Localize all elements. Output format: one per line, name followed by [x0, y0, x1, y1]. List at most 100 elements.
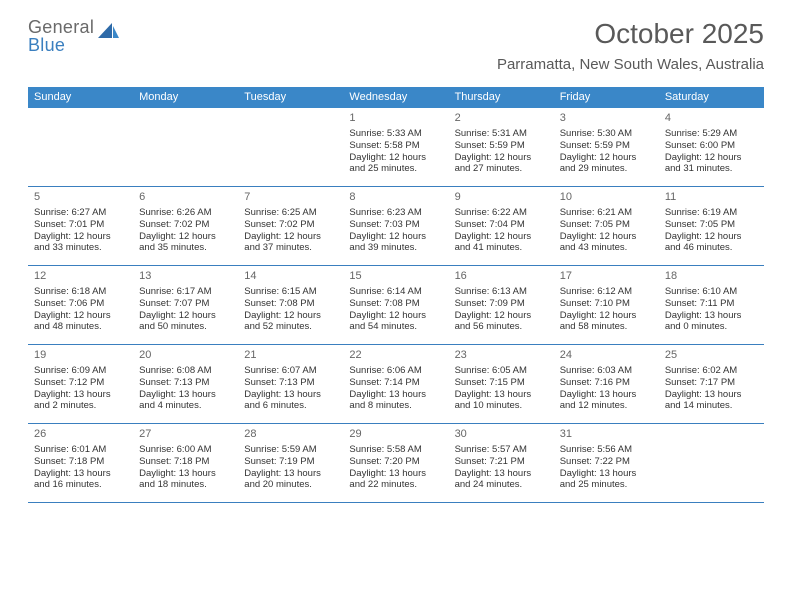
sunset-line: Sunset: 7:08 PM — [244, 298, 337, 310]
day-number: 8 — [349, 191, 442, 205]
day-cell: 11Sunrise: 6:19 AMSunset: 7:05 PMDayligh… — [659, 187, 764, 265]
weeks-container: 1Sunrise: 5:33 AMSunset: 5:58 PMDaylight… — [28, 108, 764, 503]
sunrise-line: Sunrise: 6:08 AM — [139, 365, 232, 377]
day-number: 17 — [560, 270, 653, 284]
sunset-line: Sunset: 7:21 PM — [455, 456, 548, 468]
sunset-line: Sunset: 7:06 PM — [34, 298, 127, 310]
day-number: 2 — [455, 112, 548, 126]
day-number: 9 — [455, 191, 548, 205]
day-number: 27 — [139, 428, 232, 442]
day-number: 10 — [560, 191, 653, 205]
day-number: 19 — [34, 349, 127, 363]
title-block: October 2025 Parramatta, New South Wales… — [497, 18, 764, 73]
day-number: 23 — [455, 349, 548, 363]
day-number: 21 — [244, 349, 337, 363]
sunrise-line: Sunrise: 6:00 AM — [139, 444, 232, 456]
sunset-line: Sunset: 7:18 PM — [139, 456, 232, 468]
day-cell: 23Sunrise: 6:05 AMSunset: 7:15 PMDayligh… — [449, 345, 554, 423]
sunset-line: Sunset: 7:22 PM — [560, 456, 653, 468]
daylight-line: Daylight: 13 hours and 16 minutes. — [34, 468, 127, 492]
day-cell — [28, 108, 133, 186]
brand-logo: General Blue — [28, 18, 120, 54]
page: General Blue October 2025 Parramatta, Ne… — [0, 0, 792, 612]
day-cell: 16Sunrise: 6:13 AMSunset: 7:09 PMDayligh… — [449, 266, 554, 344]
sunrise-line: Sunrise: 5:57 AM — [455, 444, 548, 456]
day-number: 6 — [139, 191, 232, 205]
sunrise-line: Sunrise: 5:31 AM — [455, 128, 548, 140]
daylight-line: Daylight: 12 hours and 52 minutes. — [244, 310, 337, 334]
day-cell — [238, 108, 343, 186]
daylight-line: Daylight: 13 hours and 25 minutes. — [560, 468, 653, 492]
daylight-line: Daylight: 13 hours and 14 minutes. — [665, 389, 758, 413]
sunrise-line: Sunrise: 6:10 AM — [665, 286, 758, 298]
day-cell: 13Sunrise: 6:17 AMSunset: 7:07 PMDayligh… — [133, 266, 238, 344]
daylight-line: Daylight: 12 hours and 54 minutes. — [349, 310, 442, 334]
sunset-line: Sunset: 7:07 PM — [139, 298, 232, 310]
brand-line1: General — [28, 18, 94, 36]
sunrise-line: Sunrise: 6:25 AM — [244, 207, 337, 219]
daylight-line: Daylight: 13 hours and 10 minutes. — [455, 389, 548, 413]
sunset-line: Sunset: 7:13 PM — [139, 377, 232, 389]
daylight-line: Daylight: 12 hours and 43 minutes. — [560, 231, 653, 255]
sunrise-line: Sunrise: 6:26 AM — [139, 207, 232, 219]
daylight-line: Daylight: 12 hours and 31 minutes. — [665, 152, 758, 176]
day-cell: 15Sunrise: 6:14 AMSunset: 7:08 PMDayligh… — [343, 266, 448, 344]
weekday-header: Monday — [133, 87, 238, 108]
day-number: 4 — [665, 112, 758, 126]
day-number: 3 — [560, 112, 653, 126]
daylight-line: Daylight: 13 hours and 0 minutes. — [665, 310, 758, 334]
sunrise-line: Sunrise: 6:27 AM — [34, 207, 127, 219]
sunset-line: Sunset: 6:00 PM — [665, 140, 758, 152]
weekday-header: Thursday — [449, 87, 554, 108]
daylight-line: Daylight: 12 hours and 58 minutes. — [560, 310, 653, 334]
week-row: 5 Sunrise: 6:27 AMSunset: 7:01 PM Daylight… — [28, 187, 764, 266]
sunset-line: Sunset: 7:12 PM — [34, 377, 127, 389]
day-number: 20 — [139, 349, 232, 363]
day-cell — [659, 424, 764, 502]
day-number: 7 — [244, 191, 337, 205]
day-number: 11 — [665, 191, 758, 205]
day-number: 12 — [34, 270, 127, 284]
day-number: 16 — [455, 270, 548, 284]
week-row: 19Sunrise: 6:09 AMSunset: 7:12 PMDayligh… — [28, 345, 764, 424]
day-cell: 1Sunrise: 5:33 AMSunset: 5:58 PMDaylight… — [343, 108, 448, 186]
day-cell: 28Sunrise: 5:59 AMSunset: 7:19 PMDayligh… — [238, 424, 343, 502]
sunset-line: Sunset: 7:15 PM — [455, 377, 548, 389]
daylight-line: Daylight: 13 hours and 20 minutes. — [244, 468, 337, 492]
sunset-line: Sunset: 7:01 PM — [34, 219, 127, 231]
sunset-line: Sunset: 7:14 PM — [349, 377, 442, 389]
sunset-line: Sunset: 7:11 PM — [665, 298, 758, 310]
sunrise-line: Sunrise: 5:56 AM — [560, 444, 653, 456]
day-cell: 26Sunrise: 6:01 AMSunset: 7:18 PMDayligh… — [28, 424, 133, 502]
header: General Blue October 2025 Parramatta, Ne… — [28, 18, 764, 73]
day-cell: 22Sunrise: 6:06 AMSunset: 7:14 PMDayligh… — [343, 345, 448, 423]
week-row: 12Sunrise: 6:18 AMSunset: 7:06 PMDayligh… — [28, 266, 764, 345]
brand-text: General Blue — [28, 18, 94, 54]
daylight-line: Daylight: 12 hours and 41 minutes. — [455, 231, 548, 255]
sunrise-line: Sunrise: 6:22 AM — [455, 207, 548, 219]
daylight-line: Daylight: 12 hours and 56 minutes. — [455, 310, 548, 334]
day-cell: 24Sunrise: 6:03 AMSunset: 7:16 PMDayligh… — [554, 345, 659, 423]
day-number: 28 — [244, 428, 337, 442]
daylight-line: Daylight: 12 hours and 35 minutes. — [139, 231, 232, 255]
daylight-line: Daylight: 12 hours and 29 minutes. — [560, 152, 653, 176]
day-cell: 7Sunrise: 6:25 AMSunset: 7:02 PMDaylight… — [238, 187, 343, 265]
day-cell: 4Sunrise: 5:29 AMSunset: 6:00 PMDaylight… — [659, 108, 764, 186]
day-number: 31 — [560, 428, 653, 442]
day-number: 5 — [34, 191, 127, 205]
day-number: 15 — [349, 270, 442, 284]
day-cell: 31 Sunrise: 5:56 AMSunset: 7:22 PMDayligh… — [554, 424, 659, 502]
sunset-line: Sunset: 5:58 PM — [349, 140, 442, 152]
sunset-line: Sunset: 7:18 PM — [34, 456, 127, 468]
sunset-line: Sunset: 5:59 PM — [560, 140, 653, 152]
month-title: October 2025 — [497, 18, 764, 50]
daylight-line: Daylight: 12 hours and 27 minutes. — [455, 152, 548, 176]
sunrise-line: Sunrise: 6:02 AM — [665, 365, 758, 377]
sunrise-line: Sunrise: 6:17 AM — [139, 286, 232, 298]
day-number: 25 — [665, 349, 758, 363]
day-cell: 17Sunrise: 6:12 AMSunset: 7:10 PMDayligh… — [554, 266, 659, 344]
day-cell: 18Sunrise: 6:10 AMSunset: 7:11 PMDayligh… — [659, 266, 764, 344]
day-cell: 5Sunrise: 6:27 AMSunset: 7:01 PMDaylight… — [28, 187, 133, 265]
sunrise-line: Sunrise: 5:30 AM — [560, 128, 653, 140]
sunset-line: Sunset: 5:59 PM — [455, 140, 548, 152]
